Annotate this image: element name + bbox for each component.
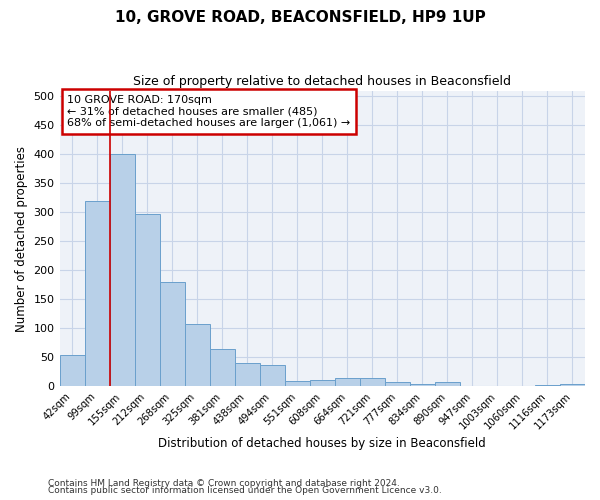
Bar [260,365,285,386]
Bar [85,201,110,386]
Bar [235,363,260,386]
Bar [385,382,410,386]
Bar [285,380,310,386]
Title: Size of property relative to detached houses in Beaconsfield: Size of property relative to detached ho… [133,75,511,88]
Bar [535,384,560,386]
Bar [160,282,185,387]
Bar [560,384,585,386]
Bar [209,348,235,387]
Bar [335,378,360,386]
Bar [134,214,160,386]
Text: Contains HM Land Registry data © Crown copyright and database right 2024.: Contains HM Land Registry data © Crown c… [48,478,400,488]
Bar [59,354,85,386]
X-axis label: Distribution of detached houses by size in Beaconsfield: Distribution of detached houses by size … [158,437,486,450]
Y-axis label: Number of detached properties: Number of detached properties [15,146,28,332]
Bar [410,384,435,386]
Bar [360,378,385,386]
Text: 10 GROVE ROAD: 170sqm
← 31% of detached houses are smaller (485)
68% of semi-det: 10 GROVE ROAD: 170sqm ← 31% of detached … [67,95,350,128]
Text: Contains public sector information licensed under the Open Government Licence v3: Contains public sector information licen… [48,486,442,495]
Bar [110,154,134,386]
Bar [185,324,209,386]
Bar [310,380,335,386]
Bar [435,382,460,386]
Text: 10, GROVE ROAD, BEACONSFIELD, HP9 1UP: 10, GROVE ROAD, BEACONSFIELD, HP9 1UP [115,10,485,25]
